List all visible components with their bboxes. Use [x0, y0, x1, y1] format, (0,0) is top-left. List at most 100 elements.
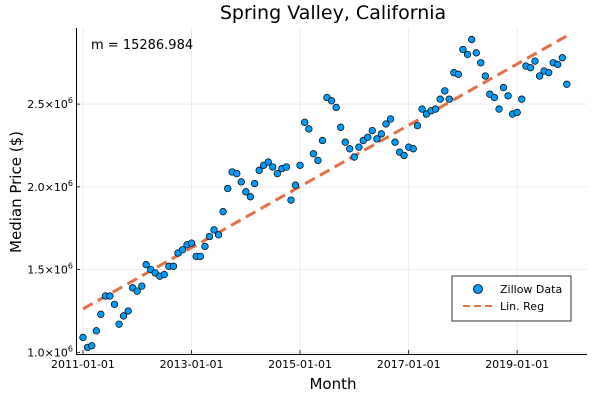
data-point [110, 300, 119, 309]
data-point [273, 169, 281, 178]
data-point [336, 123, 345, 131]
data-point [350, 153, 358, 161]
data-point [535, 72, 544, 80]
data-point [481, 72, 490, 80]
data-point [224, 184, 232, 193]
data-point [545, 69, 553, 77]
data-point [495, 105, 503, 113]
y-tick-label: 1.0×106 [27, 344, 73, 359]
data-point [269, 163, 277, 171]
x-tick-label: 2011-01-01 [51, 358, 115, 371]
data-point [255, 166, 263, 174]
data-point [296, 161, 304, 170]
data-point [468, 35, 476, 44]
data-point [368, 126, 376, 135]
x-tick-label: 2015-01-01 [268, 358, 332, 371]
data-point [97, 310, 105, 318]
data-point [287, 196, 295, 204]
data-point [250, 179, 259, 188]
data-point [441, 87, 449, 95]
legend: Zillow Data Lin. Reg [451, 275, 572, 322]
data-point [282, 163, 291, 171]
data-point [305, 125, 313, 133]
slope-annotation: m = 15286.984 [91, 38, 193, 53]
data-point [301, 118, 309, 126]
data-point [332, 103, 340, 112]
x-axis-title: Month [309, 375, 356, 393]
data-point [318, 136, 327, 145]
data-point [160, 270, 168, 279]
data-point [490, 93, 499, 102]
legend-label-zillow: Zillow Data [500, 283, 562, 296]
data-point [210, 226, 218, 234]
y-axis-title: Median Price ($) [7, 131, 25, 253]
data-point [106, 292, 114, 300]
data-point [205, 232, 214, 241]
legend-label-regression: Lin. Reg [500, 300, 544, 313]
x-ticks: 2011-01-01 2013-01-01 2015-01-01 2017-01-01… [51, 350, 549, 371]
data-point [391, 138, 399, 146]
data-point [291, 181, 300, 189]
data-point [477, 59, 485, 67]
data-point [314, 156, 322, 165]
data-point [133, 287, 141, 295]
data-point [309, 150, 318, 158]
legend-box [451, 275, 572, 322]
data-point [346, 145, 354, 153]
data-point [264, 158, 272, 166]
data-point [518, 95, 526, 103]
data-point [472, 49, 480, 57]
data-point [219, 208, 227, 216]
data-point [431, 105, 440, 113]
data-point [499, 83, 508, 92]
data-point [124, 307, 132, 315]
data-point [409, 145, 417, 153]
data-point [531, 57, 539, 65]
y-ticks: 1.0×106 1.5×106 2.0×106 2.5×106 [27, 96, 80, 359]
data-point [445, 95, 453, 103]
data-points [79, 35, 571, 352]
data-point [513, 108, 521, 117]
data-point [382, 120, 390, 128]
data-point [386, 115, 395, 123]
data-point [364, 133, 372, 141]
chart-title: Spring Valley, California [220, 2, 446, 24]
x-tick-label: 2019-01-01 [485, 358, 549, 371]
data-point [373, 135, 381, 143]
data-point [558, 54, 566, 62]
data-point [242, 188, 250, 196]
data-point [115, 320, 123, 328]
data-point [237, 178, 245, 186]
data-point [327, 97, 336, 105]
data-point [169, 262, 178, 270]
data-point [377, 130, 386, 138]
data-point [418, 105, 426, 113]
data-point [187, 239, 196, 247]
data-point [526, 64, 535, 72]
regression-line-group [82, 34, 568, 311]
data-point [504, 92, 512, 100]
x-tick-label: 2013-01-01 [160, 358, 224, 371]
data-point [246, 193, 255, 201]
regression-line [82, 34, 568, 311]
data-point [563, 80, 571, 88]
data-point [459, 45, 467, 54]
data-point [214, 231, 223, 239]
x-tick-label: 2017-01-01 [377, 358, 441, 371]
data-point [463, 50, 472, 59]
data-point [79, 333, 87, 342]
data-point [178, 246, 187, 254]
y-tick-label: 2.0×106 [27, 179, 73, 194]
y-tick-label: 1.5×106 [27, 262, 73, 277]
data-point [119, 312, 128, 320]
data-point [454, 70, 462, 78]
data-point [196, 252, 205, 261]
legend-marker-zillow [473, 284, 483, 294]
data-point [436, 95, 444, 103]
data-point [554, 60, 562, 69]
data-point [413, 121, 422, 130]
data-point [355, 143, 363, 151]
data-point [233, 169, 241, 178]
